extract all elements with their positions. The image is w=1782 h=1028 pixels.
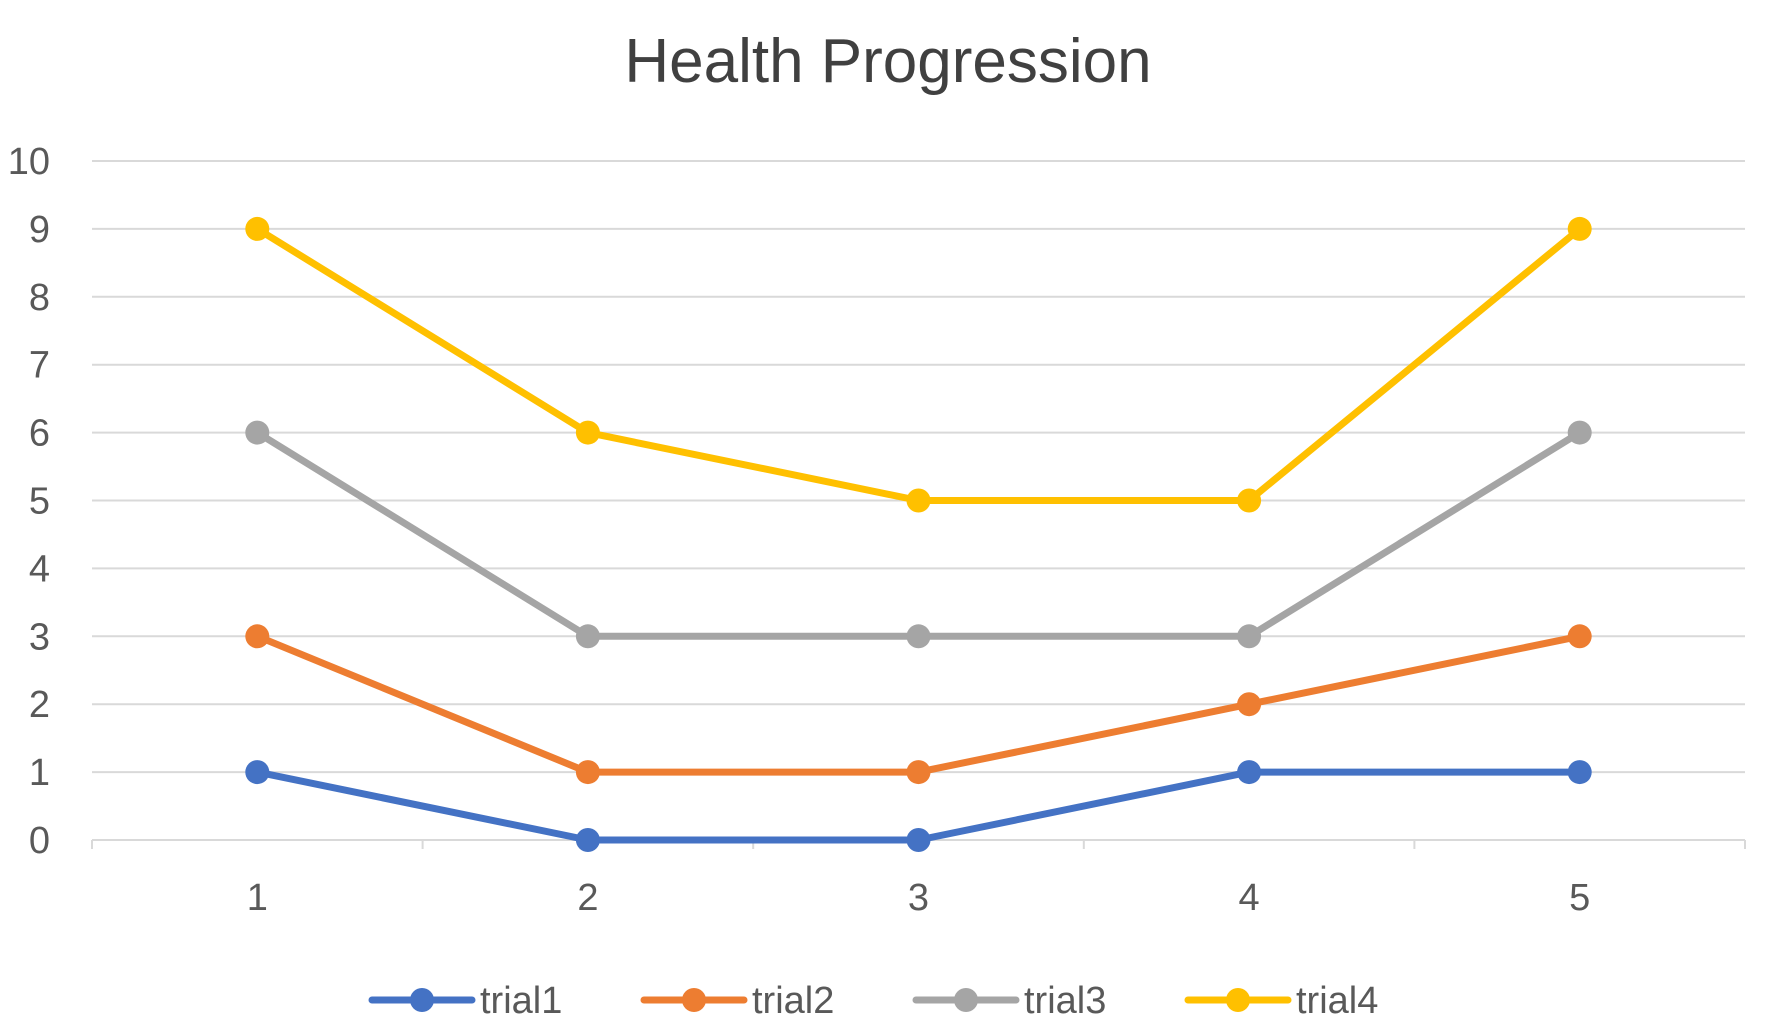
data-point (1567, 760, 1592, 785)
data-point (1237, 488, 1262, 513)
x-tick-label: 5 (1569, 877, 1590, 919)
data-point (1237, 760, 1262, 785)
legend-label: trial2 (752, 980, 834, 1022)
legend-item-trial4: trial4 (1184, 980, 1378, 1022)
legend-swatch-marker (682, 988, 706, 1012)
data-point (906, 828, 931, 852)
legend-item-trial3: trial3 (912, 980, 1106, 1022)
data-point (1567, 216, 1592, 241)
data-point (575, 828, 600, 852)
y-tick-label: 3 (29, 616, 50, 658)
legend-item-trial1: trial1 (368, 980, 562, 1022)
x-tick-label: 1 (247, 877, 268, 919)
data-point (575, 624, 600, 649)
legend-item-trial2: trial2 (640, 980, 834, 1022)
x-tick-label: 2 (577, 877, 598, 919)
data-point (245, 760, 270, 785)
y-tick-label: 5 (29, 481, 50, 523)
data-point (575, 420, 600, 445)
series-group (245, 216, 1592, 852)
y-axis-tick-labels: 0 1 2 3 4 5 6 7 8 9 10 (8, 141, 50, 862)
data-point (245, 624, 270, 649)
series-trial3 (245, 420, 1592, 649)
legend-label: trial1 (480, 980, 562, 1022)
legend-swatch-marker (1226, 988, 1250, 1012)
y-tick-label: 0 (29, 820, 50, 862)
gridlines (92, 160, 1745, 774)
y-tick-label: 8 (29, 277, 50, 319)
data-point (245, 216, 270, 241)
series-line (253, 429, 1584, 640)
legend: trial1 trial2 trial3 trial4 (368, 980, 1378, 1022)
series-trial1 (245, 760, 1592, 852)
legend-swatch-marker (954, 988, 978, 1012)
y-tick-label: 10 (8, 141, 50, 183)
x-tick-label: 3 (908, 877, 929, 919)
y-tick-label: 7 (29, 345, 50, 387)
data-point (1567, 420, 1592, 445)
chart-title: Health Progression (624, 27, 1151, 96)
data-point (1567, 624, 1592, 649)
x-axis-tick-labels: 1 2 3 4 5 (247, 877, 1591, 919)
legend-label: trial4 (1296, 980, 1378, 1022)
legend-label: trial3 (1024, 980, 1106, 1022)
legend-swatch-marker (410, 988, 434, 1012)
data-point (575, 760, 600, 785)
series-trial2 (245, 624, 1592, 785)
data-point (906, 488, 931, 513)
data-point (906, 760, 931, 785)
y-tick-label: 2 (29, 684, 50, 726)
data-point (1237, 692, 1262, 717)
series-trial4 (245, 216, 1592, 513)
y-tick-label: 4 (29, 548, 50, 590)
x-tick-label: 4 (1239, 877, 1260, 919)
data-point (906, 624, 931, 649)
y-tick-label: 1 (29, 752, 50, 794)
y-tick-label: 9 (29, 209, 50, 251)
y-tick-label: 6 (29, 413, 50, 455)
data-point (1237, 624, 1262, 649)
data-point (245, 420, 270, 445)
